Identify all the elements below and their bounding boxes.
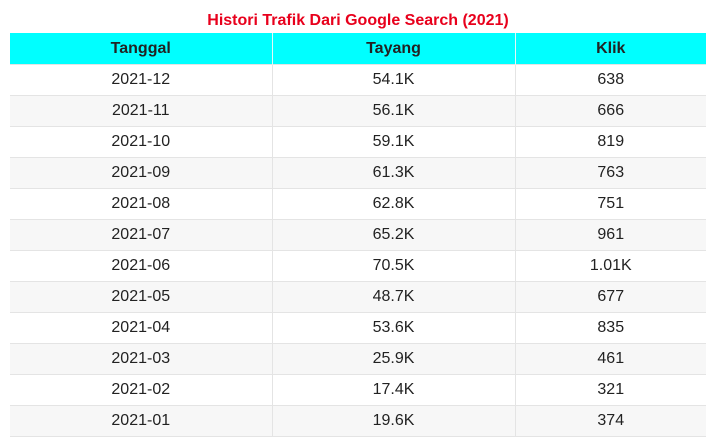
cell-klik: 961 <box>515 219 706 251</box>
header-row: Tanggal Tayang Klik <box>10 33 706 65</box>
cell-klik: 374 <box>515 405 706 437</box>
cell-tanggal: 2021-07 <box>10 219 273 251</box>
cell-tanggal: 2021-08 <box>10 188 273 220</box>
cell-tayang: 56.1K <box>272 95 516 127</box>
cell-tanggal: 2021-10 <box>10 126 273 158</box>
table-row: 2021-09 61.3K 763 <box>10 157 706 189</box>
cell-klik: 461 <box>515 343 706 375</box>
cell-tanggal: 2021-09 <box>10 157 273 189</box>
cell-tayang: 65.2K <box>272 219 516 251</box>
cell-klik: 819 <box>515 126 706 158</box>
cell-klik: 835 <box>515 312 706 344</box>
cell-klik: 751 <box>515 188 706 220</box>
cell-tanggal: 2021-04 <box>10 312 273 344</box>
cell-klik: 763 <box>515 157 706 189</box>
cell-tanggal: 2021-11 <box>10 95 273 127</box>
table-row: 2021-10 59.1K 819 <box>10 126 706 158</box>
cell-klik: 677 <box>515 281 706 313</box>
table-row: 2021-12 54.1K 638 <box>10 64 706 96</box>
cell-klik: 666 <box>515 95 706 127</box>
table-row: 2021-06 70.5K 1.01K <box>10 250 706 282</box>
cell-tayang: 48.7K <box>272 281 516 313</box>
column-header-tanggal: Tanggal <box>10 33 273 65</box>
cell-tanggal: 2021-03 <box>10 343 273 375</box>
cell-tayang: 59.1K <box>272 126 516 158</box>
table-header: Tanggal Tayang Klik <box>10 33 706 65</box>
table-row: 2021-03 25.9K 461 <box>10 343 706 375</box>
column-header-klik: Klik <box>515 33 706 65</box>
table-row: 2021-04 53.6K 835 <box>10 312 706 344</box>
table-row: 2021-02 17.4K 321 <box>10 374 706 406</box>
cell-tayang: 54.1K <box>272 64 516 96</box>
cell-tayang: 62.8K <box>272 188 516 220</box>
cell-tanggal: 2021-05 <box>10 281 273 313</box>
column-header-tayang: Tayang <box>272 33 516 65</box>
cell-tayang: 53.6K <box>272 312 516 344</box>
cell-tanggal: 2021-12 <box>10 64 273 96</box>
cell-tayang: 25.9K <box>272 343 516 375</box>
cell-klik: 321 <box>515 374 706 406</box>
cell-tayang: 61.3K <box>272 157 516 189</box>
table-row: 2021-08 62.8K 751 <box>10 188 706 220</box>
table-body: 2021-12 54.1K 638 2021-11 56.1K 666 2021-10 59.… <box>10 64 706 437</box>
table-row: 2021-01 19.6K 374 <box>10 405 706 437</box>
cell-klik: 1.01K <box>515 250 706 282</box>
cell-tanggal: 2021-02 <box>10 374 273 406</box>
cell-tanggal: 2021-01 <box>10 405 273 437</box>
table-row: 2021-05 48.7K 677 <box>10 281 706 313</box>
cell-tanggal: 2021-06 <box>10 250 273 282</box>
cell-tayang: 19.6K <box>272 405 516 437</box>
table-row: 2021-07 65.2K 961 <box>10 219 706 251</box>
cell-klik: 638 <box>515 64 706 96</box>
chart-title: Histori Trafik Dari Google Search (2021) <box>207 12 509 29</box>
cell-tayang: 70.5K <box>272 250 516 282</box>
cell-tayang: 17.4K <box>272 374 516 406</box>
table-row: 2021-11 56.1K 666 <box>10 95 706 127</box>
traffic-table: Tanggal Tayang Klik 2021-12 54.1K 638 2021-… <box>10 33 706 437</box>
